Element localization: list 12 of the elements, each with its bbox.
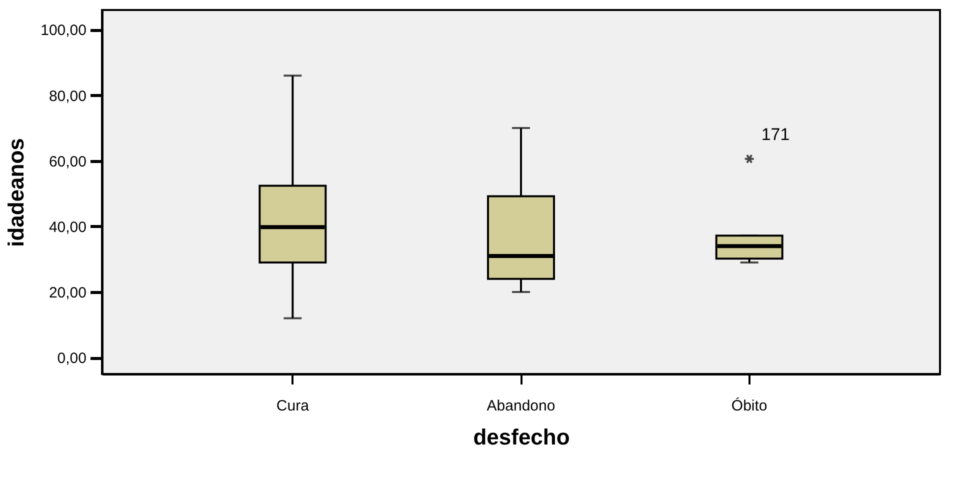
y-tick-label: 100,00 bbox=[40, 22, 86, 40]
x-axis-title: desfecho bbox=[473, 424, 570, 450]
y-tick-label: 40,00 bbox=[48, 218, 86, 236]
y-tick-label: 20,00 bbox=[48, 284, 86, 302]
y-tick-label: 60,00 bbox=[48, 153, 86, 170]
x-tick-label: Cura bbox=[276, 398, 310, 414]
y-tick-label: 0,00 bbox=[57, 350, 86, 368]
x-tick-label: Óbito bbox=[731, 396, 768, 414]
x-tick-label: Abandono bbox=[486, 398, 556, 414]
y-axis-title: idadeanos bbox=[4, 138, 29, 247]
annotation: 171 bbox=[761, 124, 790, 144]
y-tick-label: 80,00 bbox=[48, 88, 86, 105]
